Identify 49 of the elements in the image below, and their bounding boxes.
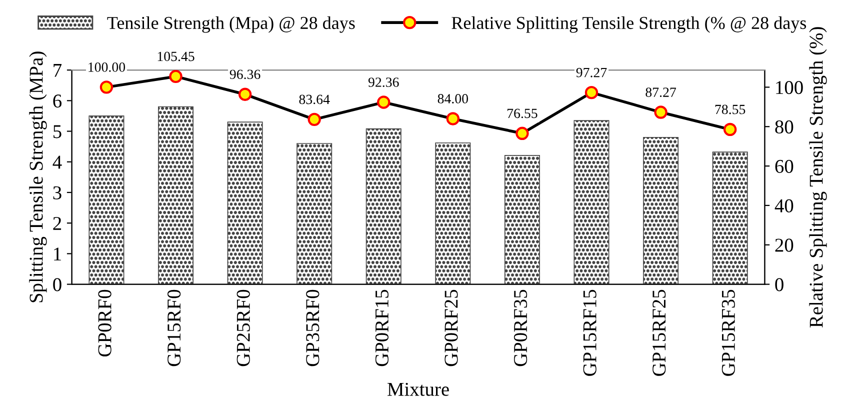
bar: [158, 106, 194, 284]
bar: [296, 143, 332, 284]
data-label: 78.55: [715, 104, 746, 114]
y-tick-label: 1: [54, 248, 61, 260]
y-tick-label: 3: [53, 186, 62, 200]
data-label: 96.36: [230, 70, 260, 80]
x-tick-label: GP0RF0: [98, 290, 112, 356]
data-label: 84.00: [438, 94, 468, 104]
bar: [643, 136, 679, 284]
x-tick-label: GP0RF35: [514, 290, 528, 366]
x-axis-title: Mixture: [388, 382, 449, 396]
x-tick-label: GP15RF0: [168, 290, 181, 366]
bar: [574, 120, 610, 284]
y-tick-label: 0: [53, 278, 62, 292]
y2-tick-label: 100: [776, 81, 803, 94]
bar: [712, 152, 748, 284]
y2-axis-title: Relative Splitting Tensile Strength (%): [809, 27, 827, 328]
bar: [435, 142, 471, 284]
legend-label: Relative Splitting Tensile Strength (% @ 28 days: [452, 16, 806, 33]
bar: [227, 122, 263, 284]
y-tick-label: 7: [54, 64, 62, 77]
legend-label: Tensile Strength (Mpa) @ 28 days: [107, 16, 355, 33]
y-tick-label: 5: [54, 125, 62, 138]
data-label: 92.36: [368, 78, 399, 87]
y-tick-label: 2: [53, 216, 62, 230]
y2-tick-label: 20: [775, 238, 794, 252]
y-tick-label: 6: [53, 94, 62, 108]
x-tick-label: GP25RF0: [236, 290, 250, 366]
bar: [88, 116, 124, 284]
y2-tick-label: 0: [775, 278, 784, 292]
data-label: 83.64: [299, 94, 330, 104]
data-label: 100.00: [88, 62, 126, 72]
bar: [504, 155, 540, 284]
y-tick-label: 4: [52, 156, 62, 169]
y2-tick-label: 60: [775, 160, 794, 173]
x-tick-label: GP35RF0: [306, 290, 320, 366]
x-tick-label: GP15RF15: [583, 290, 596, 376]
data-label: 87.27: [646, 88, 676, 98]
x-tick-label: GP15RF25: [652, 290, 666, 376]
x-tick-label: GP15RF35: [722, 290, 735, 376]
data-label: 97.27: [576, 68, 607, 78]
bar: [366, 128, 402, 284]
x-tick-label: GP0RF25: [444, 290, 458, 366]
y2-tick-label: 80: [775, 120, 794, 134]
x-tick-label: GP0RF15: [375, 290, 388, 366]
data-label: 105.45: [158, 52, 194, 62]
y-axis-title: Splitting Tensile Strength (MPa): [29, 52, 47, 302]
data-label: 76.55: [508, 108, 538, 118]
y2-tick-label: 40: [774, 199, 794, 212]
